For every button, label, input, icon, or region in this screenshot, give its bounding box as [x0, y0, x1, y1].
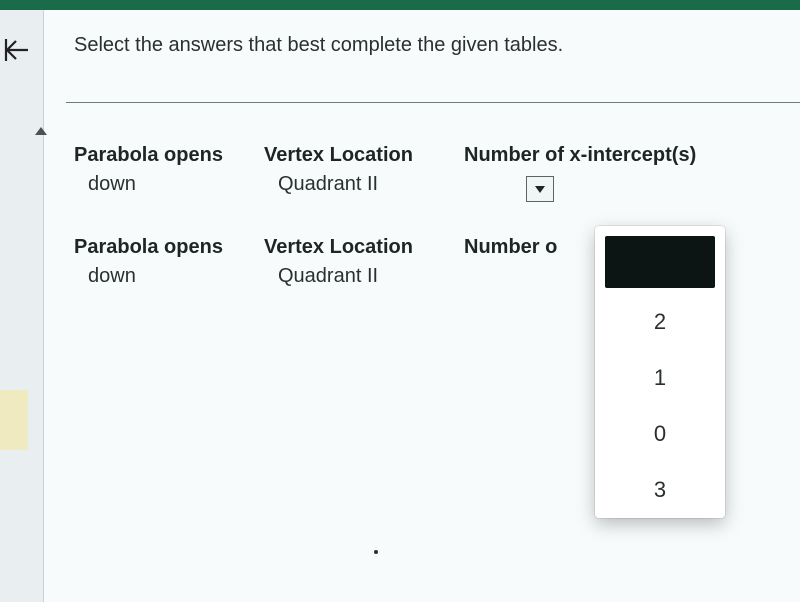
intercepts-dropdown-open[interactable]: 2 1 0 3 [595, 226, 725, 518]
intercepts-dropdown-row1[interactable] [526, 176, 554, 202]
chevron-down-icon [534, 184, 546, 194]
instruction-text: Select the answers that best complete th… [74, 34, 563, 57]
horizontal-divider [66, 102, 800, 103]
stray-dot [374, 550, 378, 554]
row1-intercept-value [464, 173, 790, 196]
col-intercepts-label: Number of x-intercept(s) [464, 144, 696, 166]
col-parabola-header: Parabola opens [74, 144, 264, 167]
row1-parabola-value: down [74, 173, 264, 196]
col-intercepts-header: Number of x-intercept(s) [464, 144, 790, 167]
left-gutter [0, 10, 44, 602]
chevron-up-icon [34, 126, 48, 136]
dropdown-option-2[interactable]: 0 [595, 406, 725, 462]
intercepts-label-left: Number o [464, 236, 557, 259]
col-vertex-header: Vertex Location [264, 144, 464, 167]
back-button[interactable] [0, 28, 32, 72]
row2-parabola-value: down [74, 265, 264, 288]
dropdown-option-3[interactable]: 3 [595, 462, 725, 518]
col-vertex-header-2: Vertex Location [264, 236, 464, 259]
row1-vertex-value: Quadrant II [264, 173, 464, 196]
col-parabola-header-2: Parabola opens [74, 236, 264, 259]
top-accent-bar [0, 0, 800, 10]
dropdown-selected-blank[interactable] [605, 236, 715, 288]
dropdown-option-1[interactable]: 1 [595, 350, 725, 406]
gutter-highlight [0, 390, 28, 450]
scroll-up-button[interactable] [32, 122, 50, 140]
back-arrow-icon [2, 35, 32, 65]
row2-vertex-value: Quadrant II [264, 265, 464, 288]
dropdown-option-0[interactable]: 2 [595, 294, 725, 350]
